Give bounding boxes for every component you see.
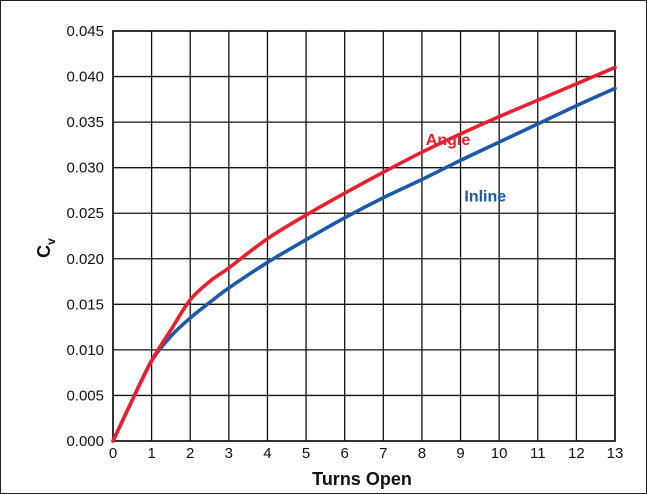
grid <box>112 30 616 442</box>
x-tick-label: 8 <box>418 445 426 462</box>
x-tick-label: 9 <box>456 445 464 462</box>
x-tick-label: 2 <box>186 445 194 462</box>
series-labels: Angle Inline <box>426 132 506 205</box>
x-tick-label: 5 <box>302 445 310 462</box>
y-axis-title: Cv <box>34 238 58 258</box>
x-tick-label: 6 <box>341 445 349 462</box>
plot-area-border <box>112 30 616 442</box>
x-tick-label: 7 <box>379 445 387 462</box>
y-tick-label: 0.020 <box>66 251 104 268</box>
x-tick-label: 11 <box>530 445 546 462</box>
tick-labels: 0 1 2 3 4 5 6 7 8 9 10 11 12 130.0000.0050.0100.0150.… <box>66 23 623 462</box>
y-tick-label: 0.010 <box>66 342 104 359</box>
series-lines <box>111 65 617 443</box>
y-axis-title-main: C <box>34 245 54 258</box>
series-label-angle: Angle <box>426 132 471 149</box>
y-tick-label: 0.045 <box>66 23 104 40</box>
x-tick-label: 12 <box>568 445 585 462</box>
x-tick-label: 3 <box>225 445 233 462</box>
x-tick-label: 10 <box>491 445 508 462</box>
y-tick-label: 0.040 <box>66 69 104 86</box>
y-tick-label: 0.030 <box>66 160 104 177</box>
y-tick-label: 0.035 <box>66 114 104 131</box>
y-tick-label: 0.000 <box>66 433 104 450</box>
x-tick-label: 13 <box>607 445 624 462</box>
x-tick-label: 1 <box>147 445 155 462</box>
series-line-inline <box>111 86 617 443</box>
series-line-angle <box>111 65 617 443</box>
y-axis-title-subscript: v <box>44 238 58 245</box>
y-tick-label: 0.005 <box>66 387 104 404</box>
y-tick-label: 0.025 <box>66 205 104 222</box>
x-tick-label: 4 <box>263 445 271 462</box>
series-label-inline: Inline <box>464 188 506 205</box>
x-tick-label: 0 <box>109 445 117 462</box>
x-axis-title: Turns Open <box>312 469 412 489</box>
y-tick-label: 0.015 <box>66 296 104 313</box>
